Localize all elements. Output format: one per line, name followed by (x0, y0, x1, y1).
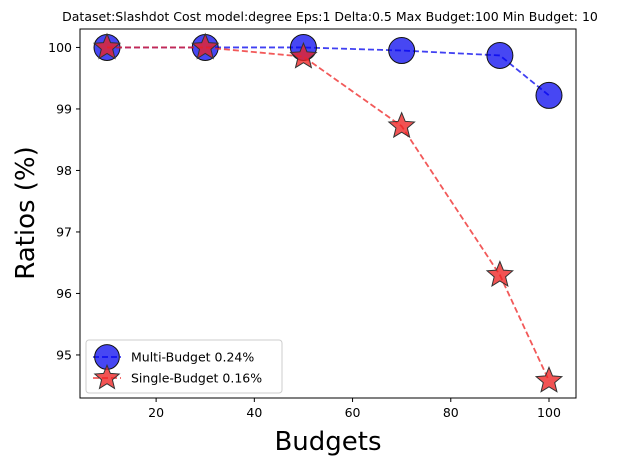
x-tick-label: 20 (148, 405, 164, 420)
x-tick-label: 80 (443, 405, 459, 420)
data-point (534, 365, 564, 393)
plot-area (79, 28, 577, 399)
data-point (535, 81, 563, 109)
legend-marker (93, 363, 121, 390)
legend-box (85, 339, 283, 394)
x-tick-label: 40 (246, 405, 262, 420)
y-tick-label: 100 (48, 40, 72, 55)
data-point (486, 41, 514, 69)
data-point (387, 111, 416, 139)
data-point (388, 37, 416, 65)
y-axis-ticks: 95 96 97 98 99 100 (48, 40, 80, 362)
data-point (92, 32, 122, 60)
legend: Multi-Budget 0.24% Single-Budget 0.16% (85, 339, 283, 394)
x-tick-label: 60 (345, 405, 361, 420)
legend-item: Single-Budget 0.16% (93, 363, 262, 390)
series-layer (92, 32, 564, 393)
y-tick-label: 97 (56, 224, 72, 239)
legend-label: Single-Budget 0.16% (131, 371, 262, 386)
x-axis-label: Budgets (274, 427, 381, 457)
legend-item: Multi-Budget 0.24% (93, 344, 254, 370)
data-point (485, 260, 514, 287)
y-tick-label: 96 (56, 286, 72, 301)
y-tick-label: 95 (56, 347, 72, 362)
x-tick-label: 100 (537, 405, 561, 420)
data-point (191, 32, 220, 60)
y-tick-label: 99 (56, 101, 72, 116)
y-axis-label: Ratios (%) (11, 146, 41, 280)
series-line (107, 46, 550, 97)
chart-title: Dataset:Slashdot Cost model:degree Eps:1… (62, 9, 598, 24)
legend-label: Multi-Budget 0.24% (131, 350, 254, 365)
y-tick-label: 98 (56, 163, 72, 178)
series-line (107, 46, 550, 382)
x-axis-ticks: 20 40 60 80 100 (148, 398, 561, 420)
series-2 (92, 32, 564, 393)
legend-items: Multi-Budget 0.24% Single-Budget 0.16% (93, 344, 262, 390)
data-point (289, 41, 318, 69)
series-1 (93, 33, 563, 109)
